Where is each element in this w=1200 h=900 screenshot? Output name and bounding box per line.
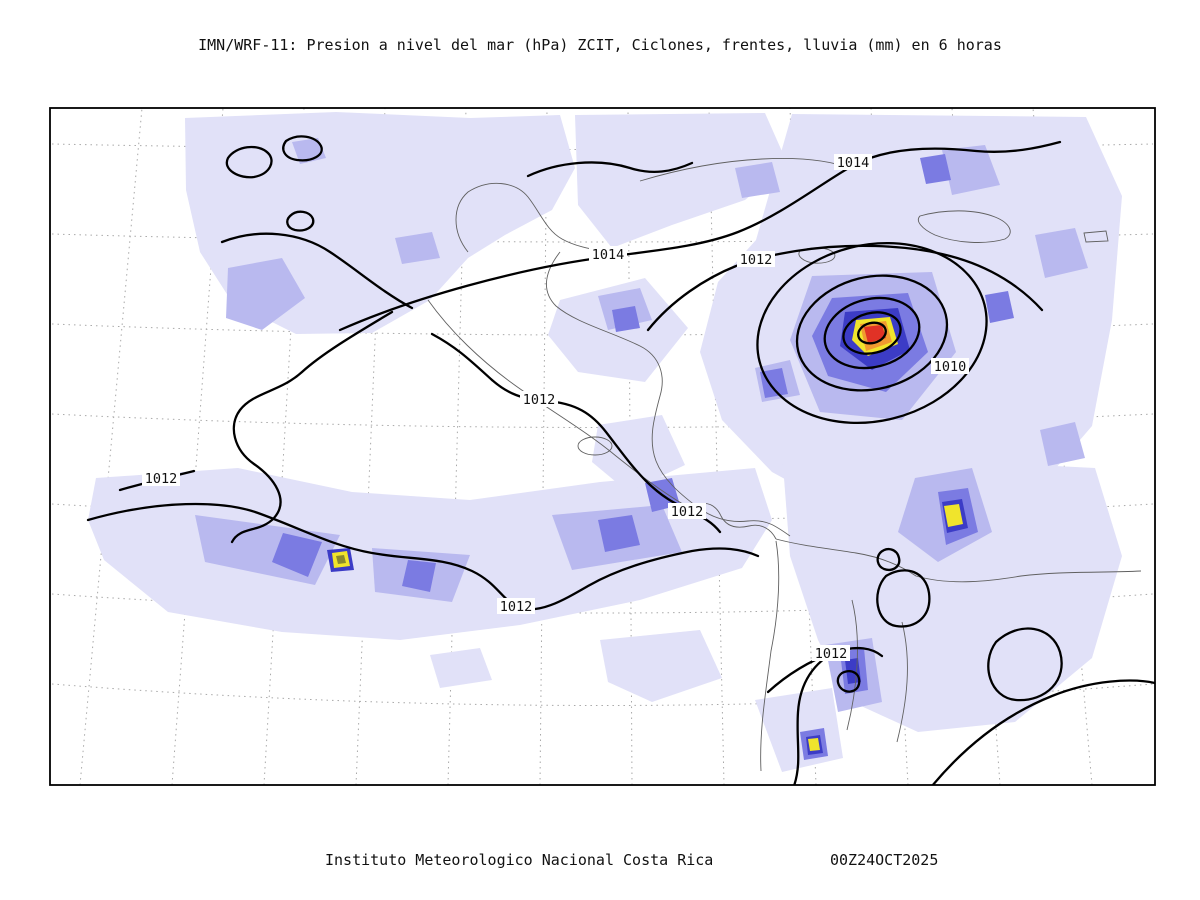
label-box — [497, 598, 535, 614]
label-text: 1010 — [934, 359, 967, 375]
isobar-1010 — [756, 241, 988, 425]
coastline — [639, 158, 853, 182]
label-text: 1012 — [815, 646, 848, 662]
label-text: 1012 — [500, 599, 533, 615]
precip-area-heavy — [808, 738, 820, 751]
contour-label: 1014 — [589, 246, 627, 263]
graticule — [51, 108, 1154, 785]
label-box — [834, 154, 872, 170]
isobar — [931, 679, 1155, 785]
precip-area — [226, 258, 305, 330]
river — [846, 599, 858, 731]
precip-area — [1035, 228, 1088, 278]
page-title: IMN/WRF-11: Presion a nivel del mar (hPa… — [198, 36, 1002, 54]
graticule-line — [79, 108, 143, 785]
contour-label: 1012 — [737, 251, 775, 268]
contour-label: 1012 — [142, 470, 180, 487]
isobar — [987, 627, 1063, 702]
contour-label: 1014 — [834, 154, 872, 171]
precip-area-heavy — [336, 555, 346, 564]
isobar — [842, 311, 902, 355]
label-box — [142, 470, 180, 486]
precip-area — [598, 515, 640, 552]
contour-label: 1012 — [520, 391, 558, 408]
map-content: 1014 1014 1012 1010 1012 1012 — [51, 108, 1155, 785]
isobar — [526, 161, 694, 178]
river — [896, 621, 908, 743]
precip-area — [600, 630, 722, 702]
isobar — [220, 232, 414, 310]
cyclone-isobars — [756, 241, 988, 425]
precip-area — [395, 232, 440, 264]
isobar — [857, 321, 887, 345]
contour-label: 1012 — [812, 645, 850, 662]
isobar — [282, 135, 323, 162]
isobar — [286, 210, 315, 232]
label-box — [931, 358, 969, 374]
coastline — [1083, 230, 1109, 243]
precip-area — [920, 154, 951, 184]
precip-area — [402, 560, 436, 592]
footer-institution: Instituto Meteorologico Nacional Costa R… — [325, 851, 714, 869]
label-text: 1014 — [592, 247, 625, 263]
precip-area — [272, 533, 322, 577]
isobar-1012 — [86, 502, 760, 611]
label-text: 1012 — [145, 471, 178, 487]
isobar — [225, 145, 273, 179]
isobar-1012 — [646, 244, 1044, 332]
label-text: 1012 — [740, 252, 773, 268]
isobar-labels: 1014 1014 1012 1010 1012 1012 — [142, 154, 969, 662]
coastline — [546, 251, 791, 537]
precip-area — [612, 306, 640, 332]
coastline — [455, 182, 613, 254]
label-text: 1012 — [671, 504, 704, 520]
contour-label: 1012 — [668, 503, 706, 520]
label-box — [589, 246, 627, 262]
coastline — [760, 540, 780, 772]
footer-valid-time: 00Z24OCT2025 — [830, 851, 939, 869]
label-text: 1014 — [837, 155, 870, 171]
precip-area — [575, 113, 788, 248]
precip-area — [735, 162, 780, 198]
precip-area — [760, 368, 788, 398]
coastline — [695, 503, 777, 540]
isobar — [876, 547, 901, 571]
isobar — [795, 274, 949, 392]
precip-area-heavy — [944, 504, 963, 527]
precip-area — [1040, 422, 1085, 466]
contour-label: 1012 — [497, 598, 535, 615]
isobar-layer — [86, 135, 1155, 785]
precip-area — [985, 291, 1014, 323]
label-box — [812, 645, 850, 661]
precip-area — [430, 648, 492, 688]
coastline — [427, 299, 687, 507]
isobar — [230, 310, 394, 544]
precip-area — [942, 145, 1000, 195]
precip-area-extreme — [864, 325, 886, 343]
isobar — [793, 648, 840, 785]
map-frame — [49, 107, 1156, 786]
label-text: 1012 — [523, 392, 556, 408]
isobar — [836, 670, 861, 693]
coastline — [917, 210, 1011, 243]
label-box — [520, 391, 558, 407]
label-box — [737, 251, 775, 267]
label-box — [668, 503, 706, 519]
coastline-layer — [427, 158, 1142, 772]
lake-nicaragua — [577, 436, 613, 456]
contour-label: 1010 — [931, 358, 969, 375]
isobar-1014 — [338, 140, 1062, 332]
isobar — [823, 296, 921, 370]
isobar — [876, 569, 931, 628]
